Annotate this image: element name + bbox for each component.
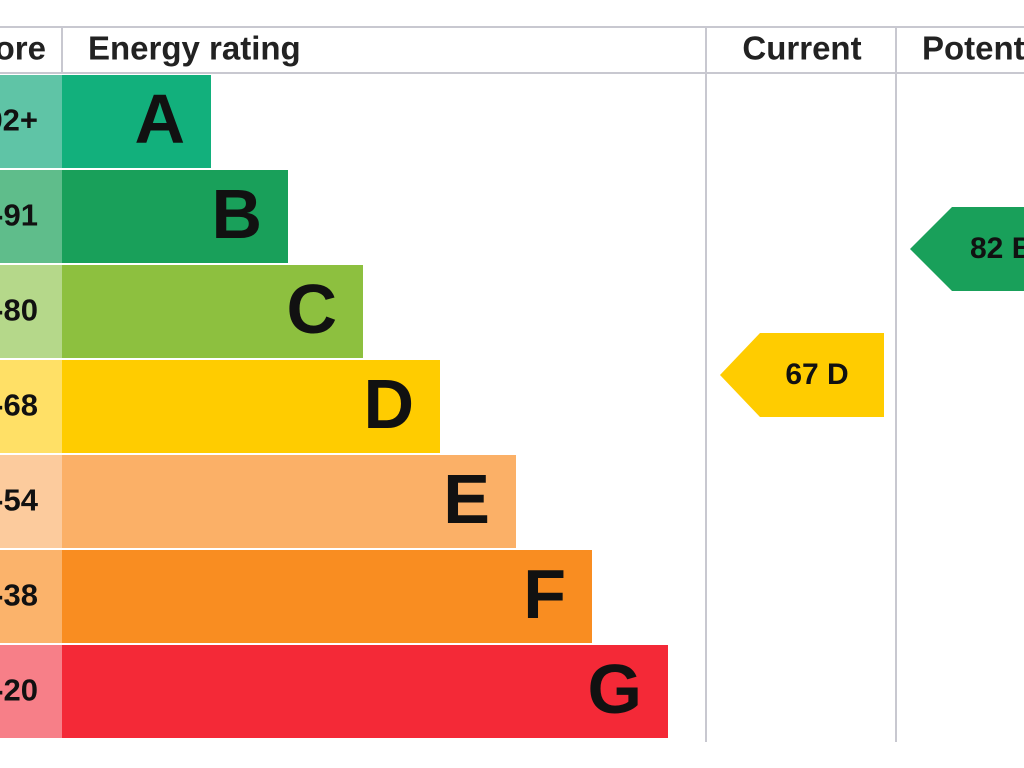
score-cell — [0, 170, 62, 263]
score-cell — [0, 75, 62, 168]
rating-bar — [62, 455, 516, 548]
header-potential: Potential — [922, 30, 1024, 67]
rating-bar — [62, 75, 211, 168]
current-rating: 67 D — [785, 358, 848, 391]
header-current: Current — [742, 30, 861, 67]
rating-bar — [62, 360, 440, 453]
score-range: 21-38 — [0, 578, 38, 613]
score-range: 1-20 — [0, 673, 38, 708]
potential-arrow — [910, 207, 1024, 291]
band-letter: G — [588, 650, 642, 728]
band-letter: B — [211, 175, 262, 253]
rating-bar — [62, 265, 363, 358]
score-range: 81-91 — [0, 198, 38, 233]
score-cell — [0, 360, 62, 453]
score-range: 69-80 — [0, 293, 38, 328]
current-arrow — [720, 333, 884, 417]
rating-rows: 92+ A 81-91 B 69-80 C 55-68 D 39-54 E 21-38 F 1-20 G — [0, 75, 668, 738]
rating-bar — [62, 645, 668, 738]
band-letter: D — [363, 365, 414, 443]
band-letter: A — [134, 80, 185, 158]
score-cell — [0, 455, 62, 548]
score-cell — [0, 645, 62, 738]
score-range: 39-54 — [0, 483, 39, 518]
band-letter: F — [523, 555, 566, 633]
header-energy-rating: Energy rating — [88, 30, 301, 67]
score-cell — [0, 550, 62, 643]
score-range: 92+ — [0, 103, 38, 138]
band-letter: E — [443, 460, 490, 538]
rating-bar — [62, 170, 288, 263]
score-cell — [0, 265, 62, 358]
rating-bar — [62, 550, 592, 643]
band-letter: C — [286, 270, 337, 348]
header-score: Score — [0, 30, 46, 67]
score-range: 55-68 — [0, 388, 38, 423]
potential-rating: 82 B — [970, 232, 1024, 265]
